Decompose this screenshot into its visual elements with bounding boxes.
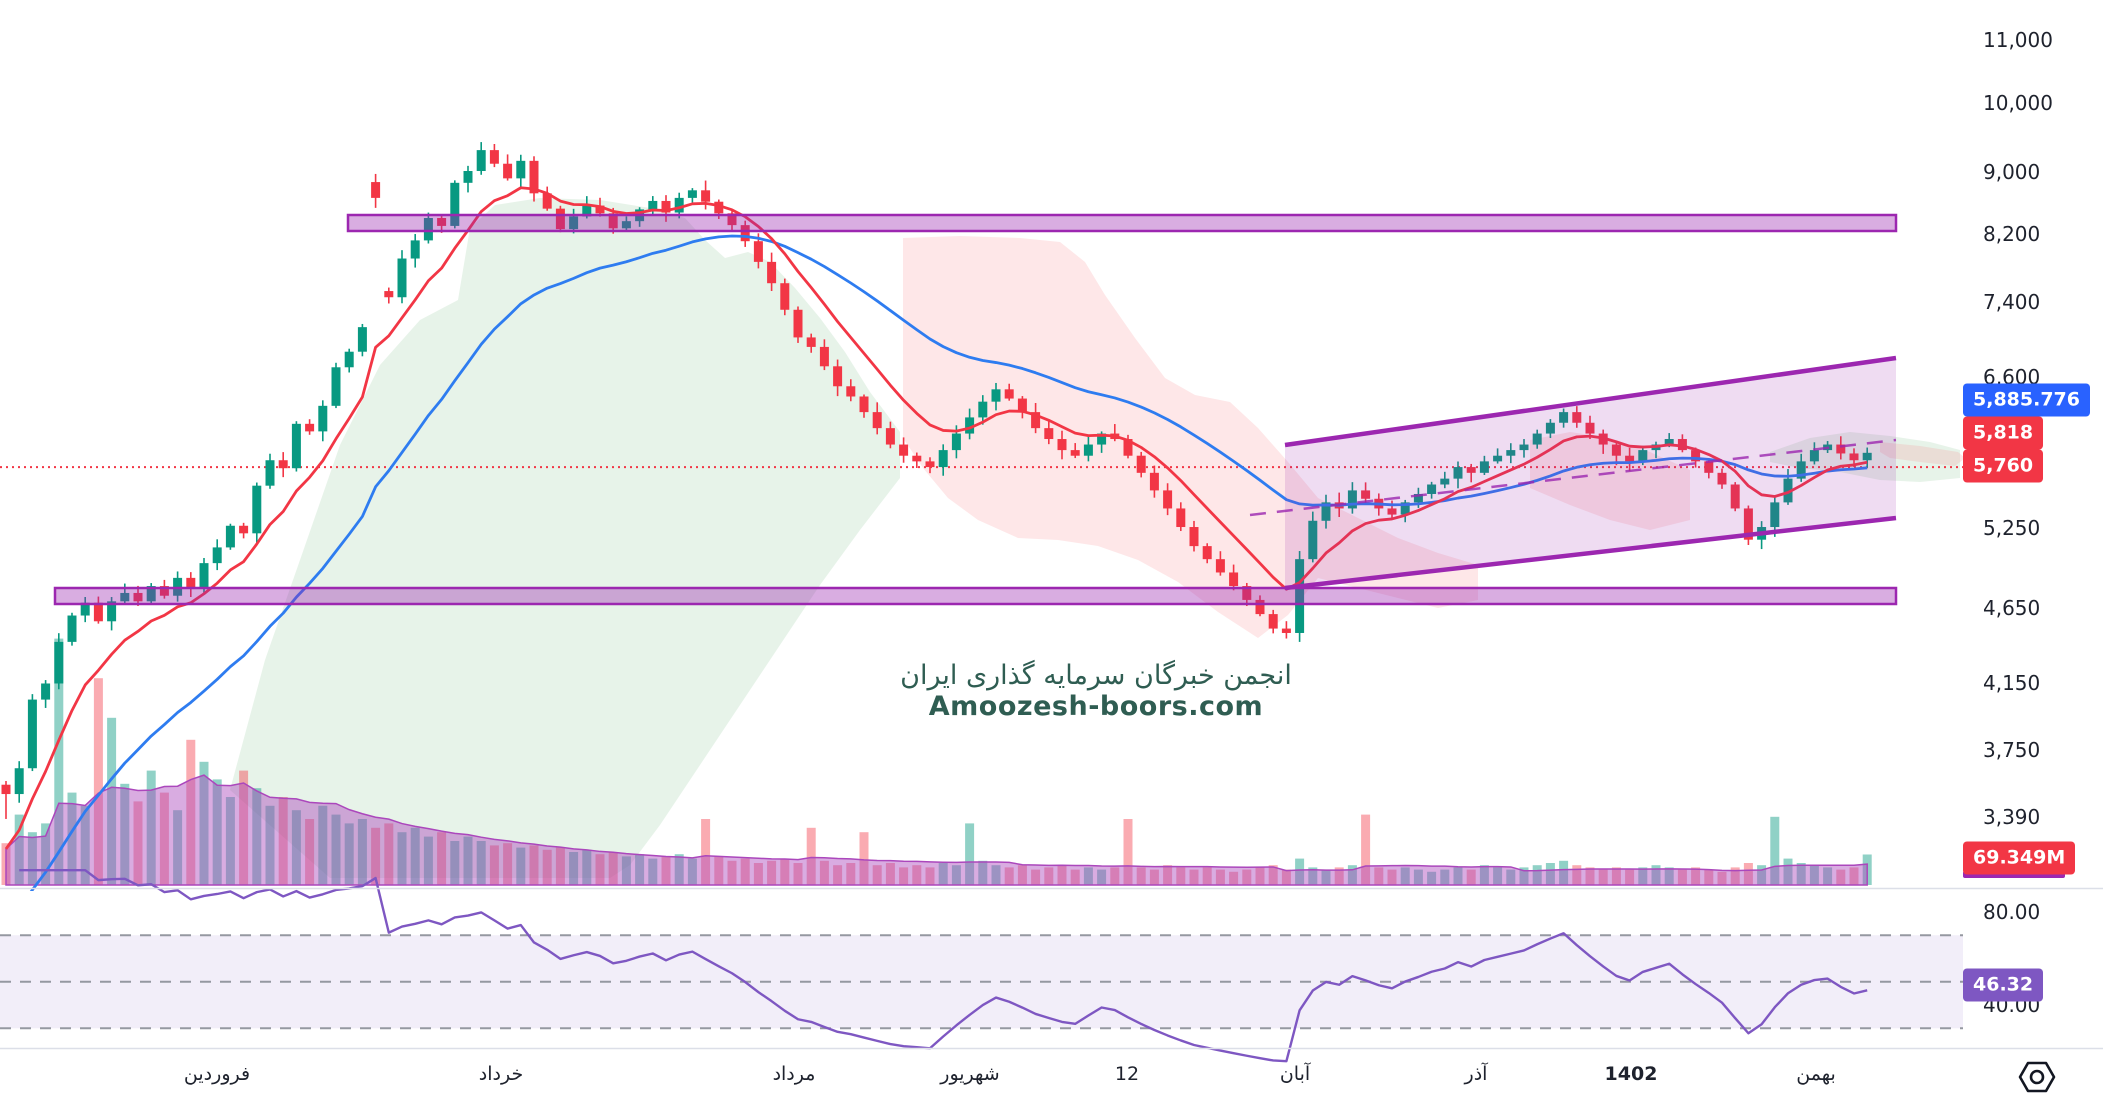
ma-value-badge: 5,818 [1963, 416, 2044, 450]
time-tick-label: خرداد [478, 1063, 524, 1085]
rsi-value-badge: 46.32 [1963, 968, 2044, 1002]
price-tick-label: 3,750 [1983, 738, 2041, 763]
price-tick-label: 4,650 [1983, 596, 2041, 621]
prev-close-badge: 5,760 [1963, 449, 2044, 483]
time-tick-label: بهمن [1796, 1063, 1836, 1085]
time-tick-label: فروردین [183, 1063, 251, 1085]
price-tick-label: 9,000 [1983, 160, 2041, 185]
volume-ma-badge-strip [1963, 871, 2065, 878]
price-tick-label: 5,250 [1983, 516, 2041, 541]
price-tick-label: 3,390 [1983, 805, 2041, 829]
time-tick-label: مرداد [772, 1063, 816, 1085]
rsi-tick-label: 80.00 [1983, 900, 2041, 924]
price-tick-label: 4,150 [1983, 671, 2041, 696]
volume-value-badge: 69.349M [1963, 841, 2076, 875]
price-tick-label: 7,400 [1983, 289, 2041, 314]
time-tick-label: آذر [1464, 1063, 1488, 1085]
last-price-badge: 5,885.776 [1963, 383, 2090, 417]
time-tick-label: 12 [1114, 1063, 1140, 1085]
time-tick-label: آبان [1279, 1063, 1311, 1085]
price-tick-label: 11,000 [1983, 28, 2053, 52]
time-tick-label: 1402 [1604, 1063, 1658, 1085]
hexagon-logo-icon[interactable] [2014, 1056, 2060, 1098]
price-tick-label: 8,200 [1983, 221, 2041, 246]
price-tick-label: 10,000 [1983, 90, 2053, 115]
time-tick-label: شهریور [940, 1063, 1000, 1085]
